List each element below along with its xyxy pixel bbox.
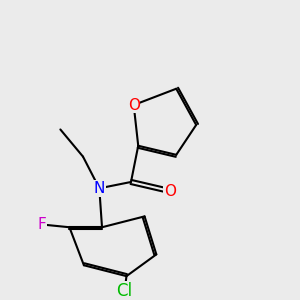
Text: N: N [94, 181, 105, 196]
Text: O: O [128, 98, 140, 112]
Text: Cl: Cl [117, 282, 133, 300]
Text: O: O [164, 184, 176, 199]
Text: F: F [38, 217, 46, 232]
